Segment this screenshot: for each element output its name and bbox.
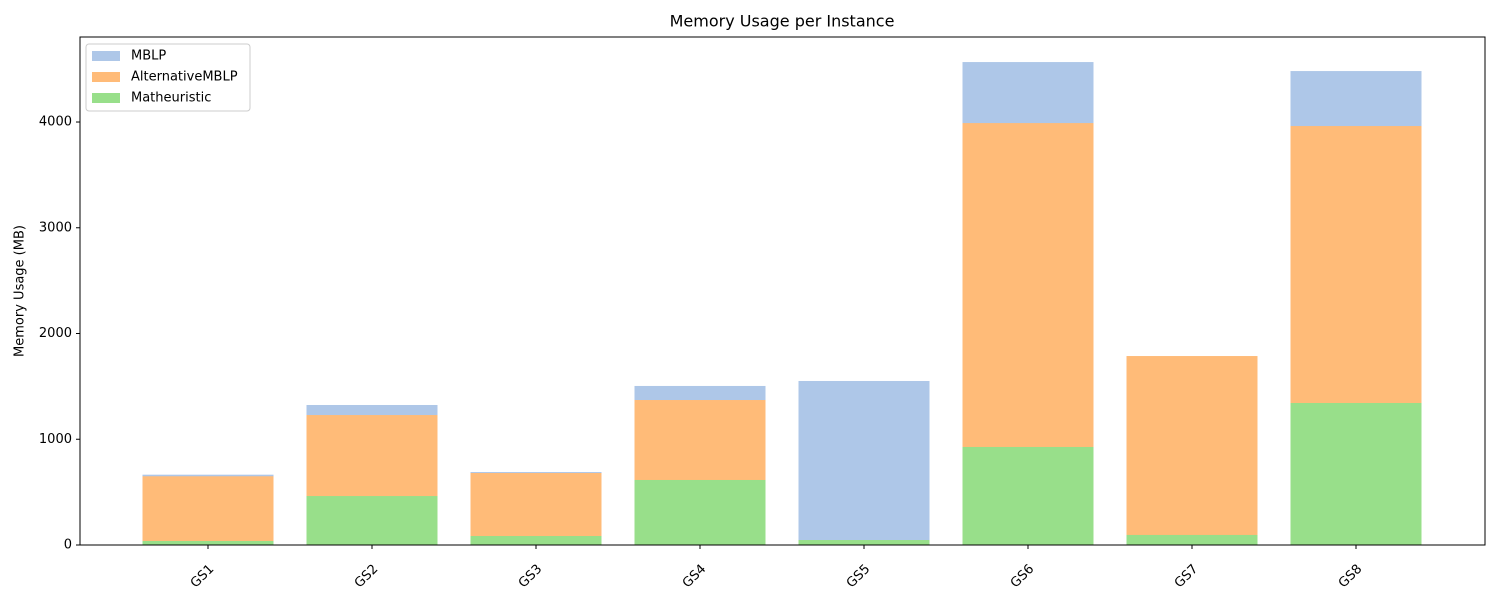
bar: [306, 496, 438, 545]
x-tick-label: GS1: [188, 562, 217, 591]
y-axis-label: Memory Usage (MB): [13, 225, 28, 357]
bar: [470, 472, 602, 545]
bar: [142, 540, 274, 545]
x-tick-label: GS2: [352, 562, 381, 591]
y-tick-label: 0: [64, 538, 72, 553]
plot-frame: [79, 36, 1486, 546]
bar: [470, 536, 602, 545]
legend-box: [85, 43, 251, 112]
legend-label: Matheuristic: [131, 91, 211, 106]
y-tick-label: 3000: [39, 220, 72, 235]
legend-swatch: [92, 93, 120, 103]
legend-label: AlternativeMBLP: [131, 70, 238, 85]
bar: [798, 380, 930, 545]
y-tick-label: 1000: [39, 432, 72, 447]
bar: [798, 540, 930, 545]
legend-swatch: [92, 72, 120, 82]
y-tick-label: 2000: [39, 326, 72, 341]
legend-swatch: [92, 51, 120, 61]
x-tick-label: GS3: [516, 562, 545, 591]
x-tick-label: GS8: [1336, 562, 1365, 591]
bar: [1290, 402, 1422, 545]
x-tick-label: GS6: [1008, 562, 1037, 591]
bar: [1126, 534, 1258, 545]
bar: [142, 476, 274, 545]
y-tick-label: 4000: [39, 115, 72, 130]
legend-label: MBLP: [131, 49, 166, 64]
bar: [1126, 356, 1258, 545]
chart-title: Memory Usage per Instance: [670, 12, 895, 31]
x-tick-label: GS5: [844, 562, 873, 591]
bar: [962, 446, 1094, 545]
bar: [634, 479, 766, 545]
x-tick-label: GS7: [1172, 562, 1201, 591]
x-tick-label: GS4: [680, 562, 709, 591]
